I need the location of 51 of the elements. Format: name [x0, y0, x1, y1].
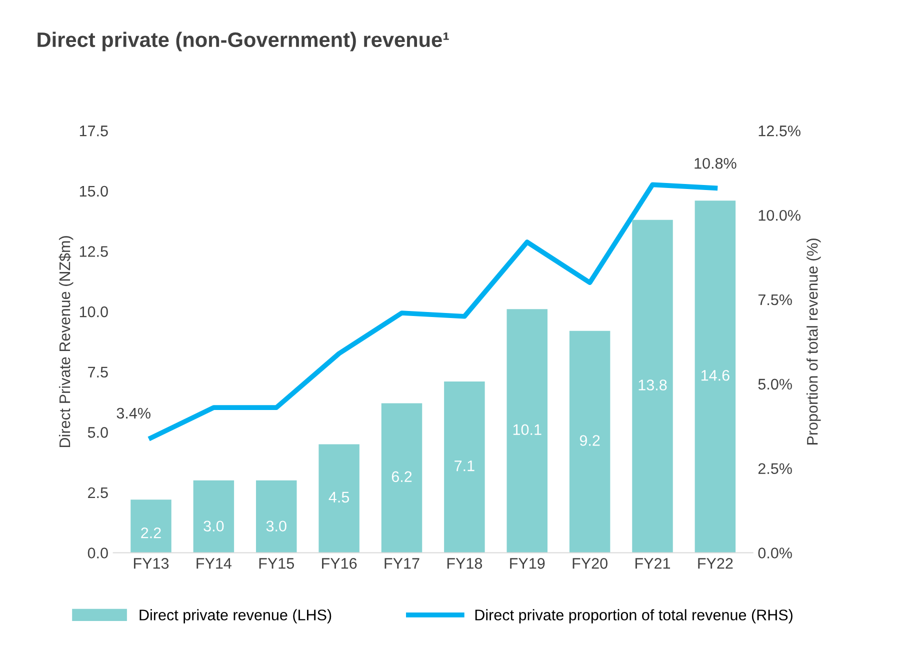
x-tick-label: FY14 [196, 558, 232, 569]
y-tick-label: 15.0 [80, 186, 108, 197]
x-tick-label: FY15 [259, 558, 294, 569]
data-label: 10.8% [694, 158, 736, 169]
y2-tick-label: 5.0% [758, 378, 792, 390]
data-label: 3.0 [204, 520, 224, 532]
y-tick-label: 2.5 [88, 487, 108, 498]
y2-tick-label: 0.0% [758, 548, 792, 558]
x-tick-label: FY22 [698, 558, 733, 569]
data-label: 13.8 [638, 380, 667, 390]
y-tick-label: 17.5 [80, 126, 108, 136]
legend-label: Direct private revenue (LHS) [140, 609, 332, 624]
bar [193, 480, 234, 553]
x-tick-label: FY16 [322, 558, 357, 569]
y2-axis-title: Proportion of total revenue (%) [806, 238, 821, 444]
y2-tick-label: 12.5% [758, 126, 800, 136]
y2-tick-label: 10.0% [758, 210, 800, 221]
legend-label: Direct private proportion of total revenue (RHS) [475, 609, 792, 624]
x-tick-label: FY21 [636, 558, 670, 569]
x-tick-label: FY20 [572, 558, 608, 569]
data-label: 6.2 [392, 471, 412, 482]
x-tick-label: FY19 [510, 558, 545, 569]
bar [569, 330, 610, 553]
bar [381, 403, 422, 553]
bar [506, 309, 548, 553]
bar [256, 480, 297, 553]
bar [694, 200, 736, 553]
data-label: 4.5 [328, 492, 350, 503]
chart-title: Direct private (non-Government) revenue¹ [38, 32, 449, 52]
x-tick-label: FY17 [384, 558, 420, 569]
bar [444, 382, 485, 553]
data-label: 2.2 [141, 527, 161, 538]
data-label: 10.1 [513, 424, 542, 436]
bar [318, 444, 360, 553]
x-tick-label: FY13 [134, 558, 169, 569]
y-axis-title: Direct Private Revenue (NZ$m) [58, 236, 74, 447]
bar [130, 500, 172, 553]
x-tick-label: FY18 [447, 558, 482, 569]
y-tick-label: 0.0 [88, 548, 108, 558]
y-tick-label: 12.5 [80, 246, 108, 257]
bar [632, 220, 673, 553]
data-label: 3.0 [266, 520, 286, 532]
y2-tick-label: 7.5% [758, 294, 792, 306]
data-label: 14.6 [701, 370, 730, 381]
y-tick-label: 5.0 [88, 427, 108, 438]
data-label: 9.2 [580, 435, 600, 446]
data-label: 7.1 [454, 460, 474, 472]
y-tick-label: 10.0 [80, 306, 108, 318]
y2-tick-label: 2.5% [758, 463, 792, 474]
data-label: 3.4% [116, 408, 150, 419]
y-tick-label: 7.5 [88, 366, 108, 378]
